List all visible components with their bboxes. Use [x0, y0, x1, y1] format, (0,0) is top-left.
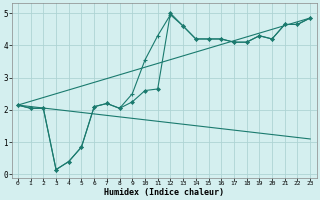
X-axis label: Humidex (Indice chaleur): Humidex (Indice chaleur) [104, 188, 224, 197]
